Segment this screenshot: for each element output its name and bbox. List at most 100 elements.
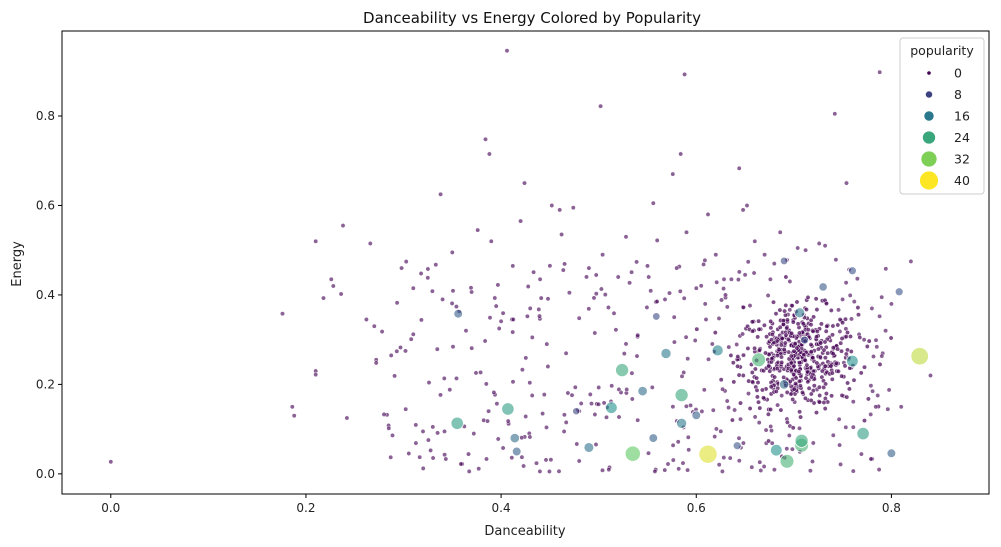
data-point: [830, 351, 836, 357]
data-point: [772, 374, 778, 380]
data-point: [928, 373, 933, 378]
data-point: [850, 399, 856, 405]
data-point: [738, 400, 743, 406]
data-point: [797, 360, 803, 366]
data-point: [645, 263, 650, 269]
data-point: [413, 422, 419, 428]
data-point: [858, 451, 864, 457]
data-point: [740, 373, 746, 378]
data-point: [705, 211, 711, 217]
data-point: [646, 274, 652, 280]
data-point: [442, 428, 447, 434]
data-point: [771, 261, 777, 267]
data-point: [829, 393, 835, 399]
data-point: [450, 344, 456, 350]
data-point: [596, 385, 602, 390]
data-point: [718, 428, 724, 434]
legend-marker: [919, 170, 939, 191]
data-point: [858, 370, 864, 376]
data-point: [418, 317, 424, 323]
data-point: [745, 345, 751, 351]
data-point: [822, 355, 828, 361]
data-point: [870, 388, 876, 394]
data-point: [447, 387, 453, 393]
data-point: [752, 238, 758, 244]
data-point: [593, 291, 599, 297]
data-point: [674, 265, 680, 271]
data-point: [845, 330, 850, 335]
data-point: [469, 345, 475, 351]
data-point: [504, 48, 510, 54]
data-point: [576, 315, 582, 321]
data-point: [406, 451, 412, 456]
data-point: [654, 237, 660, 243]
data-point: [498, 318, 504, 324]
data-point: [761, 395, 766, 401]
data-point: [615, 274, 621, 280]
data-point: [873, 404, 879, 410]
data-point: [681, 295, 687, 301]
data-point: [813, 296, 819, 302]
data-point: [848, 334, 853, 339]
data-point: [399, 265, 405, 271]
data-point: [843, 316, 848, 322]
data-point: [435, 430, 441, 436]
data-point: [789, 446, 795, 452]
data-point: [730, 360, 736, 366]
data-point: [840, 296, 846, 302]
data-point: [731, 379, 737, 385]
data-point: [769, 331, 775, 337]
data-point: [392, 373, 398, 379]
data-point: [833, 360, 839, 366]
data-point: [565, 390, 571, 396]
data-point: [837, 442, 843, 448]
data-point: [804, 307, 809, 312]
data-point: [493, 303, 499, 309]
popular-data-point: [856, 426, 870, 441]
data-point: [381, 411, 387, 417]
data-point: [773, 311, 779, 317]
data-point: [794, 299, 800, 305]
data-point: [801, 352, 807, 358]
data-point: [649, 384, 655, 390]
data-point: [844, 180, 849, 186]
data-point: [787, 307, 793, 313]
data-point: [686, 447, 692, 453]
data-point: [544, 341, 550, 347]
data-point: [527, 305, 533, 311]
data-point: [698, 283, 704, 289]
popular-data-point: [800, 335, 810, 345]
data-point: [771, 299, 776, 305]
data-point: [606, 467, 612, 473]
data-point: [767, 368, 773, 374]
data-point: [525, 284, 531, 289]
data-point: [837, 329, 843, 334]
data-point: [487, 315, 493, 321]
data-point: [712, 330, 718, 336]
data-point: [756, 399, 761, 405]
data-point: [848, 349, 854, 354]
background-points: [384, 257, 894, 474]
data-point: [783, 274, 789, 280]
data-point: [569, 392, 575, 398]
data-point: [797, 425, 802, 431]
x-tick-label: 0.8: [882, 501, 901, 515]
data-point: [836, 307, 841, 313]
data-point: [766, 438, 772, 444]
data-point: [814, 360, 820, 366]
data-point: [806, 385, 812, 391]
data-point: [788, 391, 794, 397]
data-point: [768, 325, 774, 331]
data-point: [593, 442, 599, 447]
data-point: [822, 243, 828, 249]
data-point: [829, 370, 835, 376]
data-point: [742, 272, 748, 278]
data-point: [488, 238, 494, 244]
data-point: [413, 440, 419, 446]
data-point: [627, 280, 633, 286]
popular-data-point: [894, 287, 904, 297]
popular-data-point: [818, 282, 828, 292]
data-point: [839, 348, 844, 354]
data-point: [587, 391, 593, 397]
data-point: [888, 335, 894, 341]
